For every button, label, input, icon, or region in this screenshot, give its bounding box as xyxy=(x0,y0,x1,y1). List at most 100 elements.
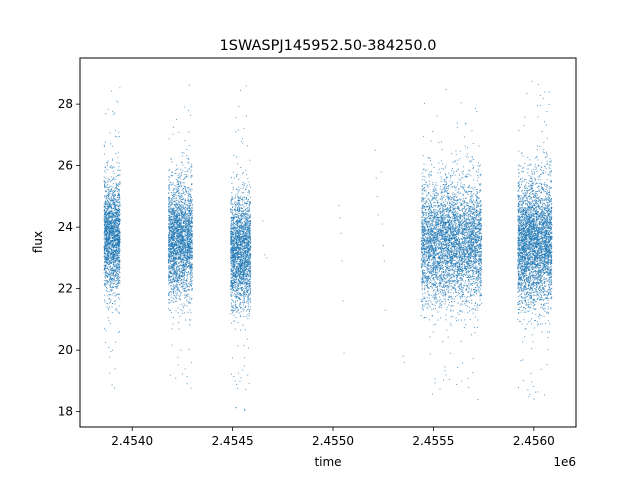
data-point xyxy=(171,222,173,223)
data-point xyxy=(118,231,120,233)
data-point xyxy=(173,227,175,229)
data-point xyxy=(118,274,120,276)
data-point xyxy=(107,233,109,235)
data-point xyxy=(108,232,110,234)
data-point xyxy=(116,241,118,243)
data-point xyxy=(174,228,176,230)
data-point xyxy=(188,206,190,208)
data-point xyxy=(189,247,191,249)
data-point xyxy=(115,220,117,222)
data-point xyxy=(180,200,182,202)
data-point xyxy=(243,365,245,367)
data-point xyxy=(188,217,190,219)
data-point xyxy=(115,214,117,216)
data-point xyxy=(169,233,171,235)
data-point xyxy=(168,226,170,228)
data-point xyxy=(180,268,182,270)
data-point xyxy=(114,234,116,236)
data-point xyxy=(170,240,172,242)
data-point xyxy=(181,258,183,260)
data-point xyxy=(184,246,186,248)
data-point xyxy=(170,285,172,287)
data-point xyxy=(119,248,121,250)
data-point xyxy=(109,181,111,183)
data-point xyxy=(110,197,112,199)
data-point xyxy=(116,279,118,281)
data-point xyxy=(104,213,106,215)
data-point xyxy=(171,328,173,330)
data-point xyxy=(116,277,118,279)
data-point xyxy=(170,220,172,222)
data-point xyxy=(189,236,191,238)
data-point xyxy=(108,264,110,265)
data-point xyxy=(181,207,183,209)
data-point xyxy=(111,287,113,289)
data-point xyxy=(108,197,110,199)
data-point xyxy=(184,212,186,214)
data-point xyxy=(184,251,186,253)
data-point xyxy=(117,270,119,272)
data-point xyxy=(118,193,120,195)
data-point xyxy=(114,245,116,247)
data-point xyxy=(187,289,189,291)
data-point xyxy=(187,258,189,260)
data-point xyxy=(172,293,174,295)
data-point xyxy=(112,227,114,229)
data-point xyxy=(105,241,107,243)
data-point xyxy=(104,201,106,203)
data-point xyxy=(177,273,179,275)
data-point xyxy=(117,226,119,228)
data-point xyxy=(175,267,177,269)
data-point xyxy=(182,276,184,278)
data-point xyxy=(115,221,117,223)
data-point xyxy=(188,213,190,215)
data-point xyxy=(191,222,193,224)
data-point xyxy=(183,289,185,291)
data-point xyxy=(172,190,174,192)
data-point xyxy=(168,225,170,227)
data-point xyxy=(110,230,112,232)
data-point xyxy=(249,196,251,198)
data-point xyxy=(167,243,169,245)
data-point xyxy=(107,235,109,237)
data-point xyxy=(184,243,186,245)
data-point xyxy=(189,251,191,253)
data-point xyxy=(186,241,188,243)
data-point xyxy=(182,241,184,243)
data-point xyxy=(175,238,177,240)
data-point xyxy=(118,192,120,194)
data-point xyxy=(109,254,111,256)
data-point xyxy=(179,273,181,275)
data-point xyxy=(249,186,251,188)
data-point xyxy=(191,247,193,249)
data-point xyxy=(112,292,114,294)
data-point xyxy=(109,270,111,272)
data-point xyxy=(170,224,172,226)
data-point xyxy=(180,286,182,288)
data-point xyxy=(172,261,174,263)
data-point xyxy=(188,243,190,245)
data-point xyxy=(109,228,111,230)
data-point xyxy=(113,225,115,227)
data-point xyxy=(104,270,106,272)
data-point xyxy=(189,230,191,232)
data-point xyxy=(109,215,111,217)
data-point xyxy=(169,202,171,204)
data-point xyxy=(168,206,170,208)
data-point xyxy=(186,256,188,258)
data-point xyxy=(170,272,172,274)
data-point xyxy=(104,301,106,303)
data-point xyxy=(117,251,119,253)
data-point xyxy=(110,253,112,255)
data-point xyxy=(113,264,115,266)
data-point xyxy=(180,222,182,224)
data-point xyxy=(112,253,114,255)
data-point xyxy=(174,253,176,255)
data-point xyxy=(171,247,173,249)
data-point xyxy=(181,175,183,177)
data-point xyxy=(190,177,192,179)
data-point xyxy=(184,288,186,290)
data-point xyxy=(173,291,175,293)
data-point xyxy=(176,237,178,239)
data-point xyxy=(184,290,186,292)
